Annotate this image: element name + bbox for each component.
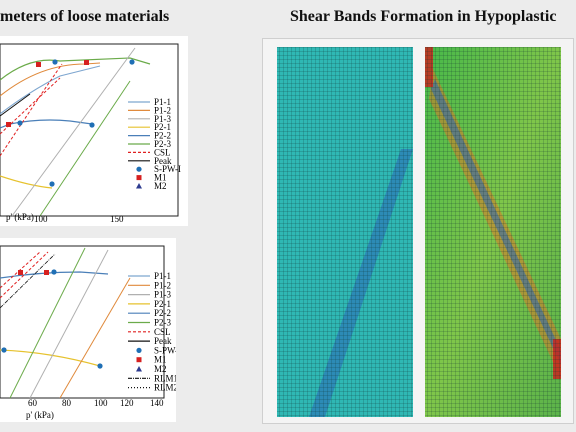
right-panel-title: Shear Bands Formation in Hypoplastic [290,8,557,25]
marker-s-pw-i [97,363,103,369]
fem-mesh-svg [277,47,561,417]
path-p1-3 [11,47,136,217]
marker-s-pw-i [1,347,7,353]
legend-label: CSL [154,147,171,157]
path-p1-3 [29,249,109,399]
marker-s-pw-i [49,181,55,187]
path-p2-1 [0,175,53,189]
legend-label: P1-1 [154,97,171,107]
legend-label: M2 [154,364,167,374]
marker-m1 [36,62,41,67]
plot-frame [0,245,165,399]
legend-label: Peak [154,336,172,346]
mesh-grid-right [425,47,561,417]
marker-m1 [18,270,23,275]
mesh-grid-left [277,47,413,417]
left-panel-title: meters of loose materials [0,8,170,25]
marker-s-pw-i [52,59,58,65]
x-tick: 150 [110,214,124,224]
x-tick: 80 [62,398,72,408]
legend-label: M1 [154,173,167,183]
fem-shear-band-view [262,38,574,424]
marker-m1 [44,270,49,275]
legend-label: P1-3 [154,114,172,124]
legend-label: M1 [154,355,167,365]
x-tick: 100 [34,214,48,224]
path-p2-3-drop [39,80,131,217]
legend-bottom: P1-1P1-2P1-3P2-1P2-2P2-3CSLPeakS-PW-IM1M… [128,271,181,393]
path-p1-2 [59,277,131,399]
legend-label: Peak [154,156,172,166]
path-p2-2 [0,119,93,129]
legend-label: S-PW-I [154,345,176,355]
marker-s-pw-i [51,269,57,275]
x-axis-label: p' (kPa) [6,212,34,222]
stress-path-plot-top: P1-1 P1-2 P1-3 P2-1 P2-2 P2-3 CSL Peak S-PW-I M1 M… [0,36,188,226]
marker-m1 [6,122,11,127]
legend-label: P2-3 [154,318,172,328]
legend-label: RLM1 [154,373,176,383]
marker-s-pw-i [89,122,95,128]
legend-symbol [136,357,142,363]
csl-line-2 [0,251,49,299]
x-tick: 140 [150,398,164,408]
legend-label: P2-2 [154,308,171,318]
path-p1-2 [0,62,101,97]
legend-symbol [136,347,142,353]
legend-label: P2-2 [154,131,171,141]
legend-label: P2-3 [154,139,172,149]
legend-symbol [136,183,142,189]
stress-path-plot-bottom: P1-1P1-2P1-3P2-1P2-2P2-3CSLPeakS-PW-IM1M… [0,238,181,422]
marker-m1 [84,60,89,65]
legend-label: P1-2 [154,280,171,290]
legend-symbol [136,166,142,172]
legend-label: S-PW-I [154,164,181,174]
legend-label: RLM2 [154,383,176,393]
peak-line [0,93,31,117]
path-p2-1 [0,349,101,367]
legend-label: P1-2 [154,105,171,115]
stress-path-plot-top-svg: P1-1P1-2P1-3P2-1P2-2P2-3CSLPeakS-PW-IM1M… [0,43,181,224]
marker-s-pw-i [129,59,135,65]
marker-s-pw-i [17,120,23,126]
legend-label: P1-3 [154,290,172,300]
path-p2-3 [0,57,151,81]
rlm1-line [0,253,56,309]
legend-label: P2-1 [154,122,171,132]
legend-top: P1-1P1-2P1-3P2-1P2-2P2-3CSLPeakS-PW-IM1M… [128,97,181,191]
csl-line [0,63,63,157]
x-tick: 60 [28,398,38,408]
x-tick: 120 [120,398,134,408]
path-p1-1 [0,65,101,115]
csl-line-2 [0,77,61,135]
path-p2-3 [9,247,86,399]
stress-path-plot-bottom-svg: P1-1P1-2P1-3P2-1P2-2P2-3CSLPeakS-PW-IM1M… [0,245,181,420]
legend-label: CSL [154,327,171,337]
legend-symbol [136,175,142,181]
x-axis-label: p' (kPa) [26,410,54,420]
plot-frame [0,43,179,217]
x-tick: 100 [94,398,108,408]
legend-label: M2 [154,181,167,191]
legend-label: P1-1 [154,271,171,281]
legend-symbol [136,366,142,372]
legend-label: P2-1 [154,299,171,309]
